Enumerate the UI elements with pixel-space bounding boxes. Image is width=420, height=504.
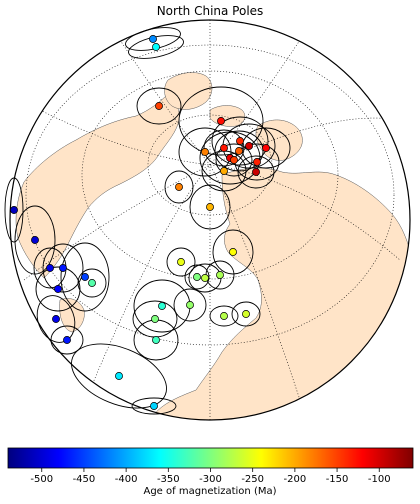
colorbar-tick-label: -300	[199, 474, 222, 485]
pole-marker	[242, 310, 250, 318]
pole-marker	[152, 43, 160, 51]
colorbar-label: Age of magnetization (Ma)	[143, 486, 277, 497]
colorbar-tick-label: -350	[157, 474, 180, 485]
colorbar	[7, 447, 414, 469]
confidence-ellipse	[164, 170, 194, 204]
pole-marker	[201, 148, 209, 156]
pole-marker	[88, 279, 96, 287]
colorbar-tick-label: -200	[284, 474, 307, 485]
pole-marker	[152, 336, 160, 344]
pole-marker	[81, 273, 89, 281]
pole-marker	[151, 315, 159, 323]
pole-marker	[115, 372, 123, 380]
confidence-ellipse	[214, 130, 264, 172]
colorbar-tick-label: -450	[73, 474, 96, 485]
globe-outline	[9, 19, 411, 421]
confidence-ellipse	[203, 129, 245, 167]
landmass-central	[59, 298, 85, 333]
colorbar-ticks: -500 -450 -400 -350 -300 -250 -200 -150 -100	[30, 468, 391, 485]
pole-marker	[150, 402, 158, 410]
colorbar-tick-label: -500	[30, 474, 53, 485]
colorbar-tick-label: -150	[326, 474, 349, 485]
pole-marker	[220, 312, 228, 320]
confidence-ellipse	[189, 184, 231, 230]
pole-marker	[235, 147, 243, 155]
confidence-ellipse	[241, 127, 291, 169]
pole-marker	[177, 258, 185, 266]
landmass-greenland	[164, 72, 213, 110]
pole-marker	[220, 167, 228, 175]
pole-marker	[216, 271, 224, 279]
pole-marker	[155, 102, 163, 110]
pole-marker	[158, 302, 166, 310]
pole-marker	[46, 264, 54, 272]
pole-marker	[193, 273, 201, 281]
confidence-ellipse	[212, 229, 254, 275]
pole-marker	[217, 117, 225, 125]
confidence-ellipse	[178, 86, 264, 156]
pole-marker	[10, 206, 18, 214]
confidence-ellipse	[50, 325, 84, 355]
pole-marker	[220, 144, 228, 152]
land-layer	[15, 20, 410, 420]
colorbar-tick-label: -400	[115, 474, 138, 485]
confidence-ellipse	[237, 155, 275, 189]
confidence-ellipse	[60, 242, 110, 312]
confidence-ellipse	[184, 264, 210, 290]
pole-marker	[262, 144, 270, 152]
pole-marker	[59, 264, 67, 272]
landmass-asia	[149, 167, 410, 420]
pole-markers	[10, 35, 270, 410]
pole-marker	[63, 336, 71, 344]
pole-marker	[52, 315, 60, 323]
pole-marker	[201, 274, 209, 282]
pole-marker	[54, 285, 62, 293]
confidence-ellipse	[215, 143, 253, 177]
confidence-ellipse	[77, 268, 107, 298]
pole-marker	[252, 168, 260, 176]
landmass-north-america	[15, 93, 180, 279]
colorbar-tick-label: -100	[368, 474, 391, 485]
pole-marker	[245, 142, 253, 150]
pole-marker	[229, 248, 237, 256]
pole-marker	[186, 301, 194, 309]
confidence-ellipse	[71, 343, 167, 409]
confidence-ellipse	[199, 131, 261, 185]
pole-marker	[206, 203, 214, 211]
confidence-ellipse	[131, 397, 177, 415]
confidence-ellipse	[136, 87, 182, 125]
colorbar-tick-label: -250	[241, 474, 264, 485]
confidence-ellipse	[231, 301, 261, 327]
confidence-ellipse	[4, 177, 24, 243]
pole-marker	[230, 156, 238, 164]
pole-marker	[31, 236, 39, 244]
confidence-ellipse	[35, 266, 81, 312]
pole-marker	[253, 158, 261, 166]
pole-marker	[175, 183, 183, 191]
pole-marker	[236, 137, 244, 145]
confidence-ellipse	[166, 247, 196, 277]
map-title: North China Poles	[156, 4, 264, 18]
pole-marker	[149, 35, 157, 43]
confidence-ellipse	[173, 288, 207, 322]
confidence-ellipse	[209, 305, 239, 327]
